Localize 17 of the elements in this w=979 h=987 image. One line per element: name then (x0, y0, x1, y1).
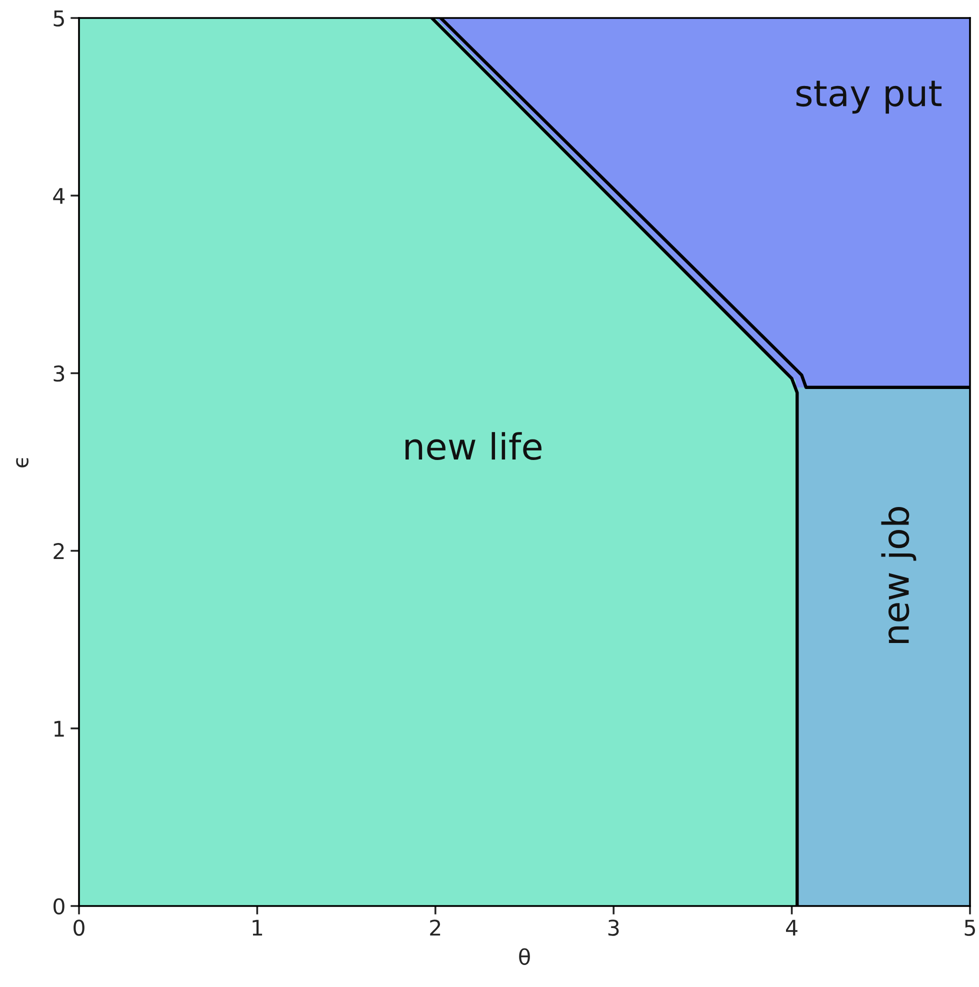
x-tick-label: 0 (74, 920, 84, 936)
y-axis-title: ϵ (16, 458, 28, 468)
series-label: new job (881, 507, 916, 643)
x-tick-label: 3 (608, 920, 619, 936)
y-tick-label: 3 (54, 365, 64, 382)
x-tick-label: 1 (252, 920, 262, 936)
x-tick-label: 5 (964, 920, 975, 936)
x-tick-label: 2 (430, 920, 440, 936)
x-axis-title: θ (519, 948, 530, 965)
x-tick-label: 4 (786, 920, 798, 936)
y-tick-label: 0 (54, 898, 64, 914)
y-tick-label: 2 (54, 543, 64, 559)
y-tick-label: 5 (54, 10, 64, 26)
series-label: new life (406, 432, 542, 460)
series-label: stay put (796, 80, 942, 114)
y-tick-label: 4 (53, 188, 65, 204)
y-tick-label: 1 (54, 720, 64, 737)
